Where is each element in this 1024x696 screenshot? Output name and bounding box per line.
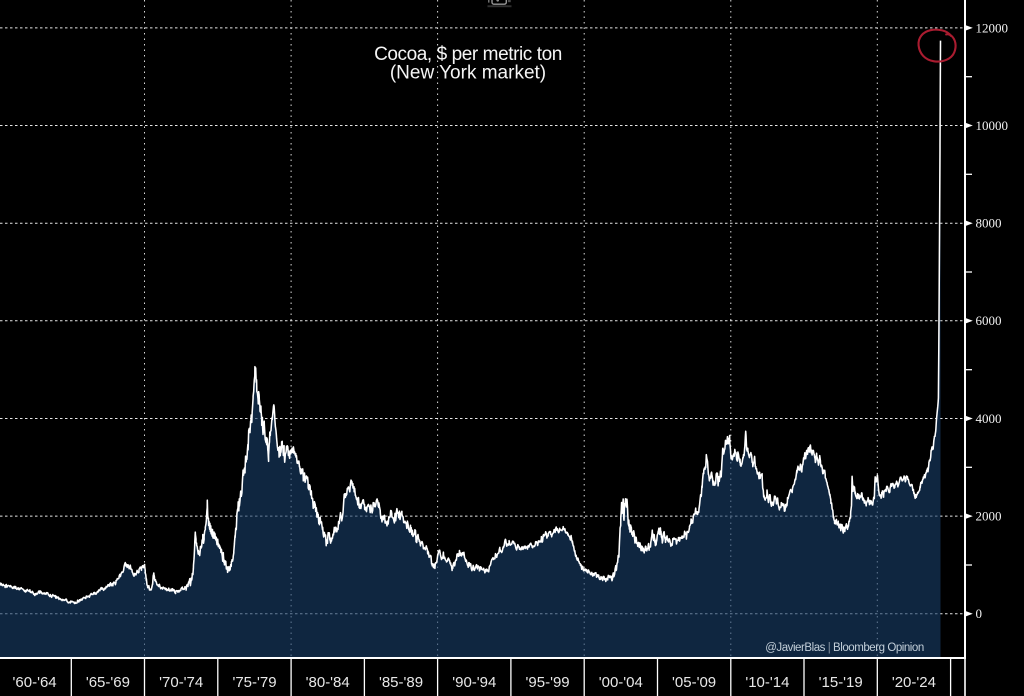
- svg-text:(New York market): (New York market): [390, 63, 546, 84]
- svg-text:'80-'84: '80-'84: [306, 674, 350, 691]
- svg-text:0: 0: [976, 606, 983, 621]
- svg-text:'05-'09: '05-'09: [672, 674, 716, 691]
- svg-text:'90-'94: '90-'94: [452, 674, 496, 691]
- svg-text:@JavierBlas | Bloomberg Opinio: @JavierBlas | Bloomberg Opinion: [765, 642, 924, 654]
- svg-text:'00-'04: '00-'04: [599, 674, 643, 691]
- svg-text:'65-'69: '65-'69: [86, 674, 130, 691]
- svg-text:8000: 8000: [976, 216, 1002, 231]
- svg-text:10000: 10000: [976, 118, 1009, 133]
- svg-text:'85-'89: '85-'89: [379, 674, 423, 691]
- svg-text:Cocoa, $ per metric ton: Cocoa, $ per metric ton: [374, 44, 562, 65]
- svg-text:'15-'19: '15-'19: [819, 674, 863, 691]
- svg-text:'20-'24: '20-'24: [892, 674, 936, 691]
- svg-text:'60-'64: '60-'64: [13, 674, 57, 691]
- svg-text:2000: 2000: [976, 509, 1002, 524]
- svg-text:12000: 12000: [976, 20, 1009, 35]
- svg-text:'95-'99: '95-'99: [526, 674, 570, 691]
- svg-text:'10-'14: '10-'14: [745, 674, 789, 691]
- svg-text:'70-'74: '70-'74: [159, 674, 203, 691]
- svg-text:6000: 6000: [976, 313, 1002, 328]
- svg-text:4000: 4000: [976, 411, 1002, 426]
- svg-text:'75-'79: '75-'79: [232, 674, 276, 691]
